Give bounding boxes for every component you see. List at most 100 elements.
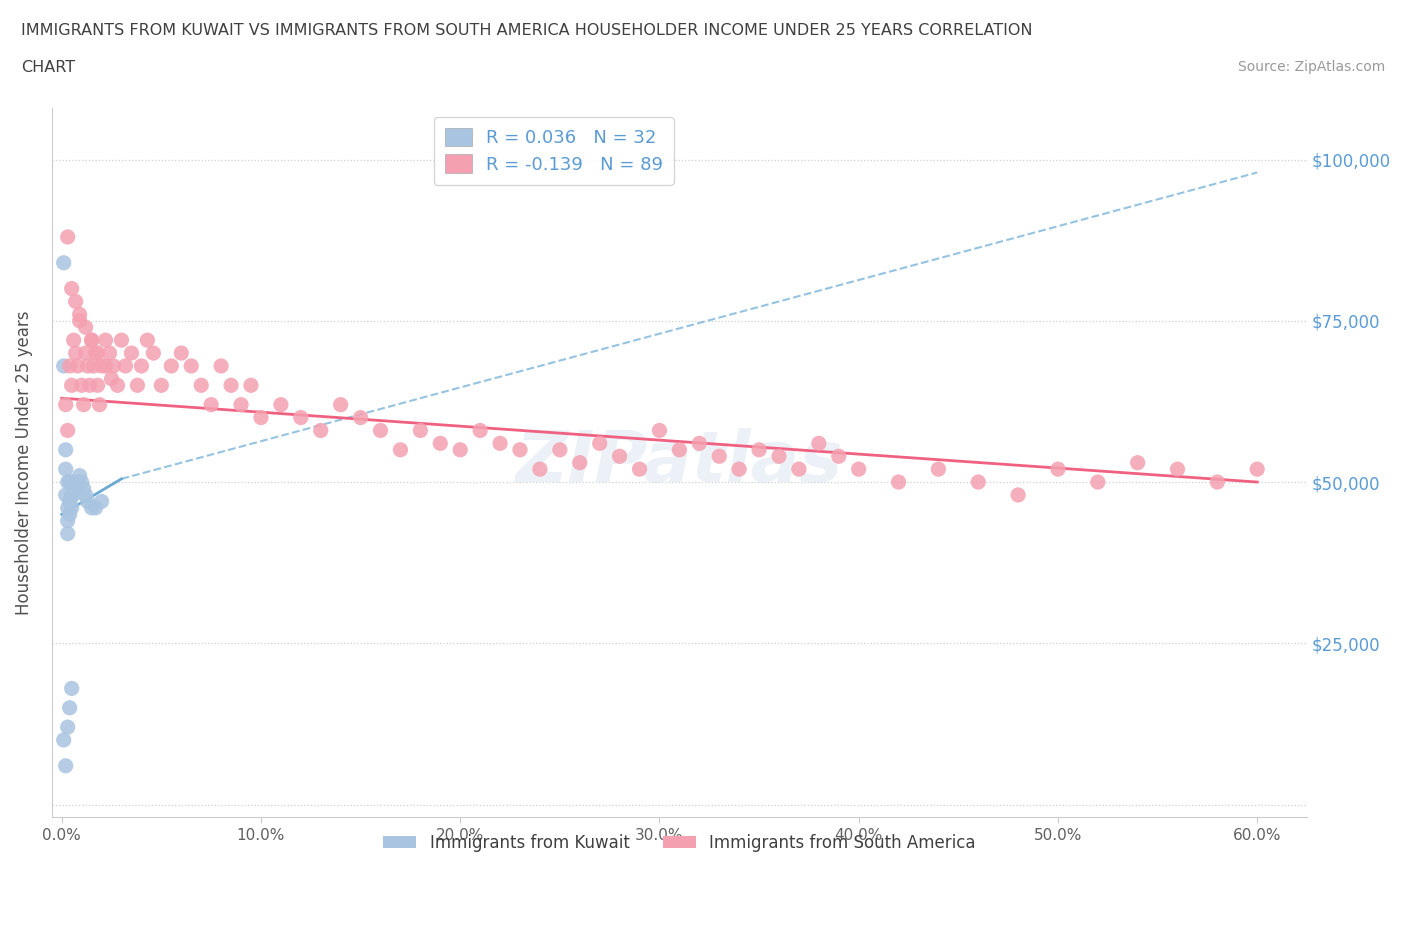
Point <box>648 423 671 438</box>
Point <box>59 507 82 522</box>
Point <box>52 256 75 271</box>
Point <box>75 320 97 335</box>
Point <box>509 443 531 458</box>
Point <box>429 436 451 451</box>
Point <box>75 487 97 502</box>
Point <box>70 474 93 489</box>
Point <box>60 681 83 696</box>
Point <box>370 423 392 438</box>
Point <box>389 443 412 458</box>
Point <box>120 346 142 361</box>
Point <box>84 500 107 515</box>
Point <box>290 410 312 425</box>
Point <box>170 346 193 361</box>
Point <box>131 359 153 374</box>
Point <box>56 423 79 438</box>
Point <box>70 378 93 392</box>
Point <box>219 378 242 392</box>
Point <box>807 436 830 451</box>
Legend: Immigrants from Kuwait, Immigrants from South America: Immigrants from Kuwait, Immigrants from … <box>377 828 983 858</box>
Point <box>1087 474 1109 489</box>
Point <box>69 468 91 483</box>
Point <box>1126 456 1149 471</box>
Text: IMMIGRANTS FROM KUWAIT VS IMMIGRANTS FROM SOUTH AMERICA HOUSEHOLDER INCOME UNDER: IMMIGRANTS FROM KUWAIT VS IMMIGRANTS FRO… <box>21 23 1032 38</box>
Point <box>75 346 97 361</box>
Point <box>55 758 77 773</box>
Point <box>468 423 491 438</box>
Point <box>100 371 122 386</box>
Point <box>136 333 159 348</box>
Point <box>150 378 173 392</box>
Point <box>103 359 125 374</box>
Point <box>609 449 631 464</box>
Point <box>59 700 82 715</box>
Point <box>1166 461 1188 476</box>
Point <box>240 378 263 392</box>
Point <box>60 487 83 502</box>
Point <box>80 333 103 348</box>
Point <box>270 397 292 412</box>
Point <box>848 461 870 476</box>
Point <box>62 474 84 489</box>
Point <box>79 378 101 392</box>
Point <box>1007 487 1029 502</box>
Text: CHART: CHART <box>21 60 75 75</box>
Point <box>887 474 910 489</box>
Point <box>709 449 731 464</box>
Point <box>55 443 77 458</box>
Point <box>62 333 84 348</box>
Point <box>927 461 949 476</box>
Point <box>56 720 79 735</box>
Point <box>200 397 222 412</box>
Point <box>110 333 132 348</box>
Text: Source: ZipAtlas.com: Source: ZipAtlas.com <box>1237 60 1385 74</box>
Point <box>90 359 112 374</box>
Point <box>548 443 571 458</box>
Point <box>349 410 371 425</box>
Point <box>55 487 77 502</box>
Point <box>94 333 117 348</box>
Point <box>84 346 107 361</box>
Point <box>65 346 87 361</box>
Point <box>72 481 94 496</box>
Point <box>1246 461 1268 476</box>
Point <box>180 359 202 374</box>
Point <box>69 313 91 328</box>
Point <box>1046 461 1069 476</box>
Point <box>309 423 332 438</box>
Point <box>94 359 117 374</box>
Y-axis label: Householder Income Under 25 years: Householder Income Under 25 years <box>15 311 32 615</box>
Point <box>52 733 75 748</box>
Point <box>62 487 84 502</box>
Point <box>59 494 82 509</box>
Point <box>52 359 75 374</box>
Point <box>65 294 87 309</box>
Point <box>60 378 83 392</box>
Point <box>65 481 87 496</box>
Point <box>86 346 108 361</box>
Point <box>56 513 79 528</box>
Point <box>59 474 82 489</box>
Point <box>748 443 770 458</box>
Point <box>449 443 471 458</box>
Point <box>55 461 77 476</box>
Point <box>529 461 551 476</box>
Point <box>83 359 105 374</box>
Point <box>329 397 352 412</box>
Point <box>56 500 79 515</box>
Point <box>127 378 149 392</box>
Point <box>60 500 83 515</box>
Point <box>489 436 512 451</box>
Point <box>60 474 83 489</box>
Point <box>90 494 112 509</box>
Point <box>107 378 129 392</box>
Point <box>80 500 103 515</box>
Point <box>688 436 710 451</box>
Point <box>55 397 77 412</box>
Point <box>160 359 183 374</box>
Point <box>589 436 612 451</box>
Point <box>967 474 990 489</box>
Point <box>56 474 79 489</box>
Point <box>69 307 91 322</box>
Point <box>728 461 751 476</box>
